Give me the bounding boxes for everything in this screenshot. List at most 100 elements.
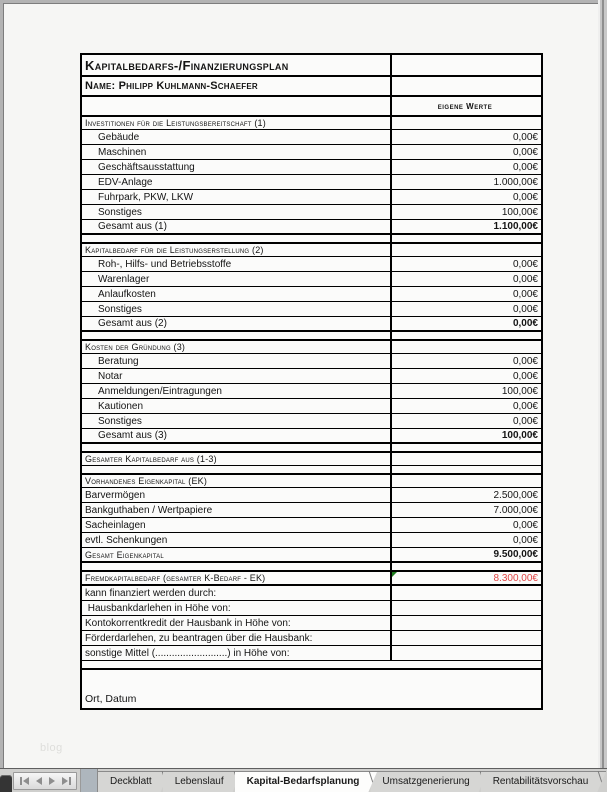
row-value-cell[interactable] xyxy=(392,444,541,451)
row-label-cell[interactable]: Bankguthaben / Wertpapiere xyxy=(82,503,392,517)
row-label-cell[interactable]: Notar xyxy=(82,369,392,383)
row-value-cell[interactable]: 9.500,00€ xyxy=(493,549,539,560)
row-value-cell[interactable]: 0,00€ xyxy=(512,273,538,285)
row-value-cell[interactable]: 0,00€ xyxy=(512,415,538,427)
row-label-cell[interactable]: Anmeldungen/Eintragungen xyxy=(82,384,392,398)
row-value-cell[interactable]: 100,00€ xyxy=(501,385,538,397)
row-label-cell[interactable] xyxy=(82,661,392,668)
title-value-cell[interactable] xyxy=(392,55,541,75)
row-value-cell[interactable] xyxy=(392,466,541,473)
capital-plan-table: Kapitalbedarfs-/Finanzierungsplan Name: … xyxy=(80,53,543,710)
row-label-cell[interactable]: Kosten der Gründung (3) xyxy=(82,341,392,353)
row-value-cell[interactable] xyxy=(392,631,541,645)
first-sheet-icon[interactable] xyxy=(19,776,29,785)
row-label-cell[interactable] xyxy=(82,332,392,339)
row-label-cell[interactable]: Investitionen für die Leistungsbereitsch… xyxy=(82,117,392,129)
row-label-cell[interactable]: Geschäftsausstattung xyxy=(82,160,392,174)
table-row-name: Name: Philipp Kuhlmann-Schaefer xyxy=(82,77,541,97)
row-label-cell[interactable]: Sonstiges xyxy=(82,302,392,316)
row-label-cell[interactable]: Sacheinlagen xyxy=(82,518,392,532)
row-value-cell[interactable] xyxy=(392,616,541,630)
sheet-tab-umsatzgenerierung[interactable]: Umsatzgenerierung xyxy=(370,771,487,792)
row-label-cell[interactable]: EDV-Anlage xyxy=(82,175,392,189)
row-label-cell[interactable]: Roh-, Hilfs- und Betriebsstoffe xyxy=(82,257,392,271)
row-label-cell[interactable]: Sonstiges xyxy=(82,205,392,219)
table-row-item: Anlaufkosten 0,00€ xyxy=(82,287,541,302)
row-value-cell[interactable]: 0,00€ xyxy=(512,534,538,546)
previous-sheet-icon[interactable] xyxy=(35,776,42,785)
row-value-cell[interactable]: 0,00€ xyxy=(512,370,538,382)
row-label-cell[interactable] xyxy=(82,466,392,473)
sheet-tab-bar: Deckblatt Lebenslauf Kapital-Bedarfsplanun… xyxy=(0,768,607,792)
row-value-cell[interactable] xyxy=(392,244,541,256)
row-label-cell[interactable]: Sonstiges xyxy=(82,414,392,428)
sheet-tab-rentabilitätsvorschau[interactable]: Rentabilitätsvorschau xyxy=(481,771,607,792)
empty-header-cell[interactable] xyxy=(82,97,392,115)
row-value-cell[interactable]: 100,00€ xyxy=(501,430,538,441)
row-label-cell[interactable]: evtl. Schenkungen xyxy=(82,533,392,547)
row-label-cell[interactable]: Kontokorrentkredit der Hausbank in Höhe … xyxy=(82,616,392,630)
row-label-cell[interactable]: Fuhrpark, PKW, LKW xyxy=(82,190,392,204)
row-label-cell[interactable]: Anlaufkosten xyxy=(82,287,392,301)
row-label-cell[interactable] xyxy=(82,235,392,242)
row-value-cell[interactable]: 0,00€ xyxy=(512,258,538,270)
row-value-cell[interactable] xyxy=(392,117,541,129)
row-value-cell[interactable]: 0,00€ xyxy=(512,146,538,158)
row-value-cell[interactable] xyxy=(392,475,541,487)
row-label-cell[interactable]: Gesamter Kapitalbedarf aus (1-3) xyxy=(82,453,392,465)
sheet-tab-deckblatt[interactable]: Deckblatt xyxy=(98,771,170,792)
row-label-cell[interactable]: Gesamt aus (3) xyxy=(82,429,392,442)
row-label-cell[interactable]: Gesamt aus (1) xyxy=(82,220,392,233)
row-label-cell[interactable]: Warenlager xyxy=(82,272,392,286)
row-value-cell[interactable]: 0,00€ xyxy=(512,519,538,531)
row-value-cell[interactable]: 2.500,00€ xyxy=(493,489,539,501)
row-value-cell[interactable]: 1.100,00€ xyxy=(493,221,539,232)
row-value-cell[interactable] xyxy=(392,453,541,465)
row-value-cell[interactable] xyxy=(392,341,541,353)
table-row-section: Vorhandenes Eigenkapital (EK) xyxy=(82,473,541,488)
row-value-cell[interactable]: 0,00€ xyxy=(512,318,538,329)
row-value-cell[interactable] xyxy=(392,601,541,615)
row-label-cell[interactable]: Kapitalbedarf für die Leistungserstellun… xyxy=(82,244,392,256)
row-label-cell[interactable]: sonstige Mittel (.......................… xyxy=(82,646,392,660)
signature-cell[interactable]: Ort, Datum xyxy=(85,693,137,705)
row-label-cell[interactable]: Gesamt aus (2) xyxy=(82,317,392,330)
sheet-tab-lebenslauf[interactable]: Lebenslauf xyxy=(163,771,242,792)
row-value-cell[interactable]: 100,00€ xyxy=(501,206,538,218)
row-label-cell[interactable]: Gesamt Eigenkapital xyxy=(82,548,392,561)
row-label-cell[interactable] xyxy=(82,563,392,570)
row-label-cell[interactable]: Maschinen xyxy=(82,145,392,159)
row-value-cell[interactable]: 0,00€ xyxy=(512,400,538,412)
row-label-cell[interactable]: Förderdarlehen, zu beantragen über die H… xyxy=(82,631,392,645)
row-value-cell[interactable] xyxy=(392,332,541,339)
row-value-cell[interactable]: 0,00€ xyxy=(512,191,538,203)
table-row-item: Sonstiges 100,00€ xyxy=(82,205,541,220)
row-value-cell[interactable]: 0,00€ xyxy=(512,288,538,300)
row-value-cell[interactable]: 0,00€ xyxy=(512,303,538,315)
row-value-cell[interactable]: 8.300,00€ xyxy=(392,572,541,584)
row-value-cell[interactable]: 0,00€ xyxy=(512,161,538,173)
row-value-cell[interactable]: 1.000,00€ xyxy=(493,176,539,188)
name-value-cell[interactable] xyxy=(392,77,541,95)
row-label-cell[interactable]: Gebäude xyxy=(82,130,392,144)
row-value-cell[interactable]: 0,00€ xyxy=(512,355,538,367)
row-value-cell[interactable] xyxy=(392,563,541,570)
table-row-total: Gesamt aus (2) 0,00€ xyxy=(82,317,541,332)
sheet-tab-kapital-bedarfsplanung[interactable]: Kapital-Bedarfsplanung xyxy=(235,771,378,792)
row-label-cell[interactable]: kann finanziert werden durch: xyxy=(82,586,392,600)
last-sheet-icon[interactable] xyxy=(61,776,71,785)
row-value-cell[interactable] xyxy=(392,586,541,600)
row-label-cell[interactable]: Kautionen xyxy=(82,399,392,413)
row-label-cell[interactable]: Hausbankdarlehen in Höhe von: xyxy=(82,601,392,615)
row-value-cell[interactable] xyxy=(392,235,541,242)
row-value-cell[interactable] xyxy=(392,646,541,660)
row-value-cell[interactable] xyxy=(392,661,541,668)
row-value-cell[interactable]: 0,00€ xyxy=(512,131,538,143)
row-label-cell[interactable]: Barvermögen xyxy=(82,488,392,502)
row-label-cell[interactable] xyxy=(82,444,392,451)
row-label-cell[interactable]: Fremdkapitalbedarf (gesamter K-Bedarf - … xyxy=(82,572,392,584)
next-sheet-icon[interactable] xyxy=(48,776,55,785)
row-value-cell[interactable]: 7.000,00€ xyxy=(493,504,539,516)
row-label-cell[interactable]: Beratung xyxy=(82,354,392,368)
row-label-cell[interactable]: Vorhandenes Eigenkapital (EK) xyxy=(82,475,392,487)
